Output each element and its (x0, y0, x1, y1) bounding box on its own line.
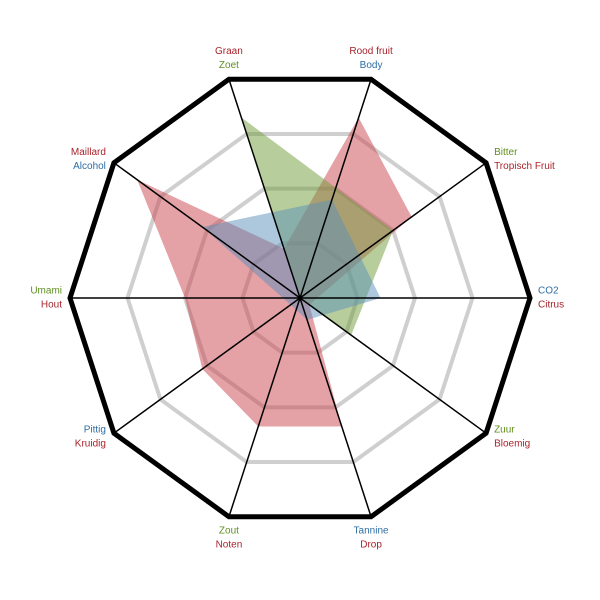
spoke (299, 162, 487, 299)
spoke (113, 162, 301, 299)
axis-label: Bitter (494, 147, 518, 158)
spoke (299, 297, 487, 434)
axis-label: Drop (360, 539, 382, 550)
axis-label: Noten (216, 539, 243, 550)
spoke (299, 79, 372, 299)
spoke (228, 79, 301, 299)
axis-label: Rood fruit (349, 46, 393, 57)
series-area (202, 199, 381, 320)
spoke (113, 297, 301, 434)
axis-label: Pittig (84, 424, 106, 435)
axis-label: Umami (30, 286, 62, 297)
axis-label: Zuur (494, 424, 515, 435)
axis-label: Body (360, 60, 383, 71)
axis-label: Maillard (71, 147, 106, 158)
axis-label: Bloemig (494, 438, 530, 449)
outer-ring (67, 76, 533, 520)
axis-label: Citrus (538, 300, 564, 311)
spoke (299, 297, 372, 517)
spoke (228, 297, 301, 517)
axis-label: Tannine (354, 525, 389, 536)
axis-label: Zout (219, 525, 239, 536)
axis-label: Alcohol (73, 161, 106, 172)
axis-label: Tropisch Fruit (494, 161, 555, 172)
axis-label: CO2 (538, 286, 559, 297)
axis-label: Zoet (219, 60, 239, 71)
axis-label: Kruidig (75, 438, 106, 449)
axis-label: Hout (41, 300, 62, 311)
axis-label: Graan (215, 46, 243, 57)
